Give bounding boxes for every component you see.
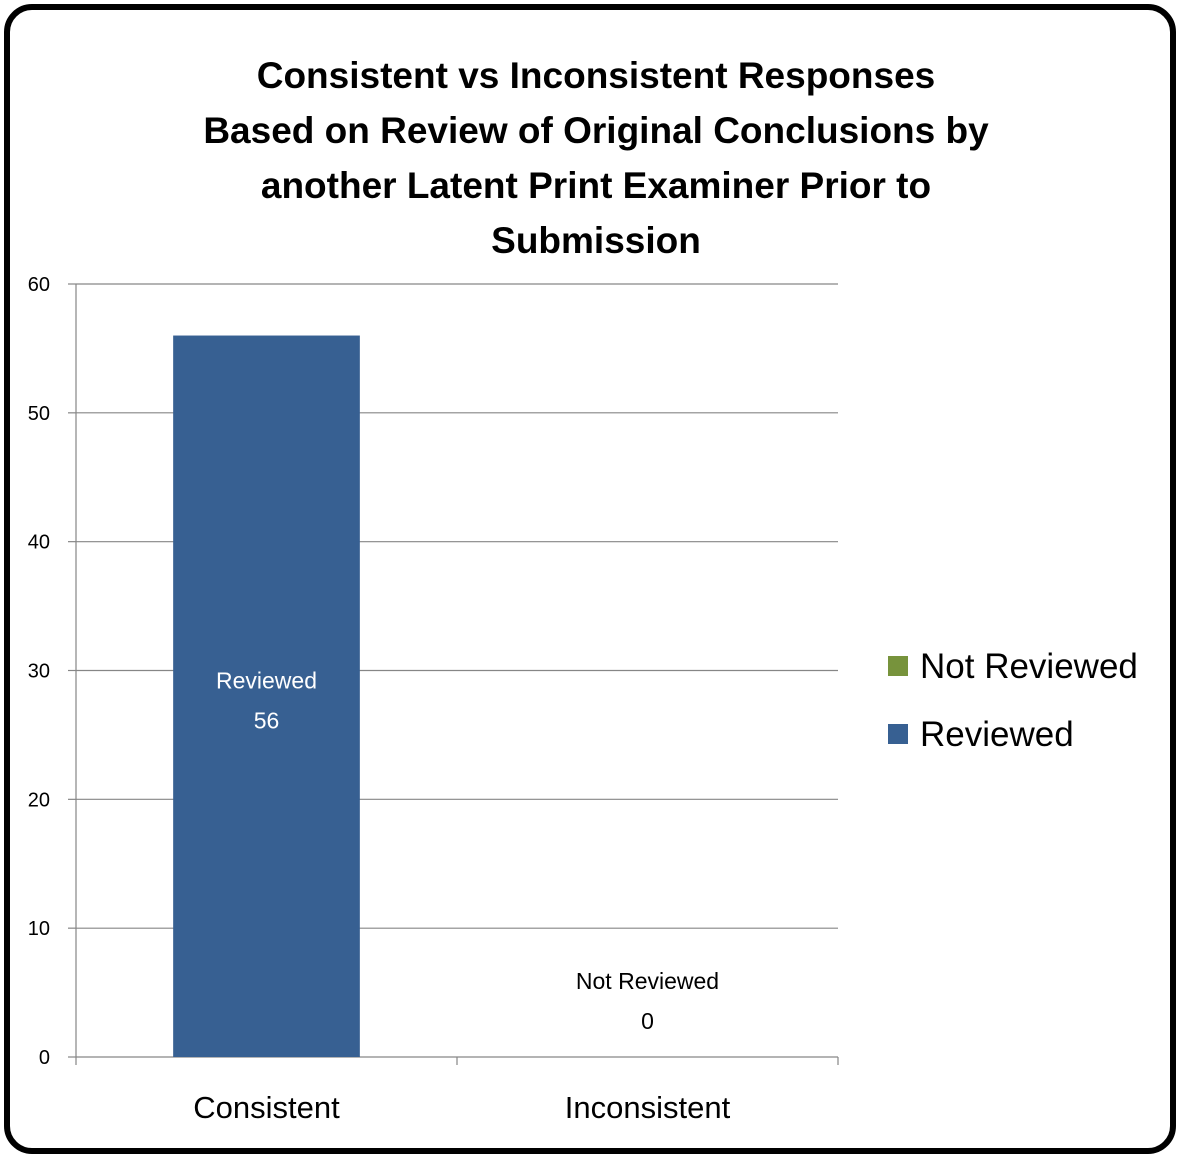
data-label-value-not-reviewed-inconsistent: 0 (641, 1008, 654, 1034)
chart-title-line-1: Consistent vs Inconsistent Responses (256, 55, 936, 96)
x-tick-label-inconsistent: Inconsistent (565, 1090, 731, 1125)
legend-swatch-reviewed (888, 724, 908, 744)
chart-title-line-2: Based on Review of Original Conclusions … (203, 110, 989, 151)
y-tick-label-40: 40 (28, 532, 50, 554)
data-label-series-reviewed-consistent: Reviewed (216, 667, 317, 693)
chart-title-line-4: Submission (491, 220, 701, 261)
y-tick-label-50: 50 (28, 403, 50, 425)
legend-label-not-reviewed: Not Reviewed (920, 647, 1138, 686)
data-label-value-reviewed-consistent: 56 (254, 707, 280, 733)
y-tick-label-0: 0 (39, 1047, 50, 1069)
data-label-series-not-reviewed-inconsistent: Not Reviewed (576, 968, 719, 994)
bar-reviewed-consistent (173, 335, 360, 1057)
y-tick-label-10: 10 (28, 918, 50, 940)
chart-title: Consistent vs Inconsistent Responses Bas… (10, 48, 1170, 268)
x-tick-label-consistent: Consistent (193, 1090, 340, 1125)
legend-label-reviewed: Reviewed (920, 715, 1074, 754)
y-tick-label-20: 20 (28, 789, 50, 811)
y-tick-label-60: 60 (28, 274, 50, 296)
y-tick-label-30: 30 (28, 661, 50, 683)
chart-title-line-3: another Latent Print Examiner Prior to (260, 165, 932, 206)
legend-swatch-not-reviewed (888, 656, 908, 676)
